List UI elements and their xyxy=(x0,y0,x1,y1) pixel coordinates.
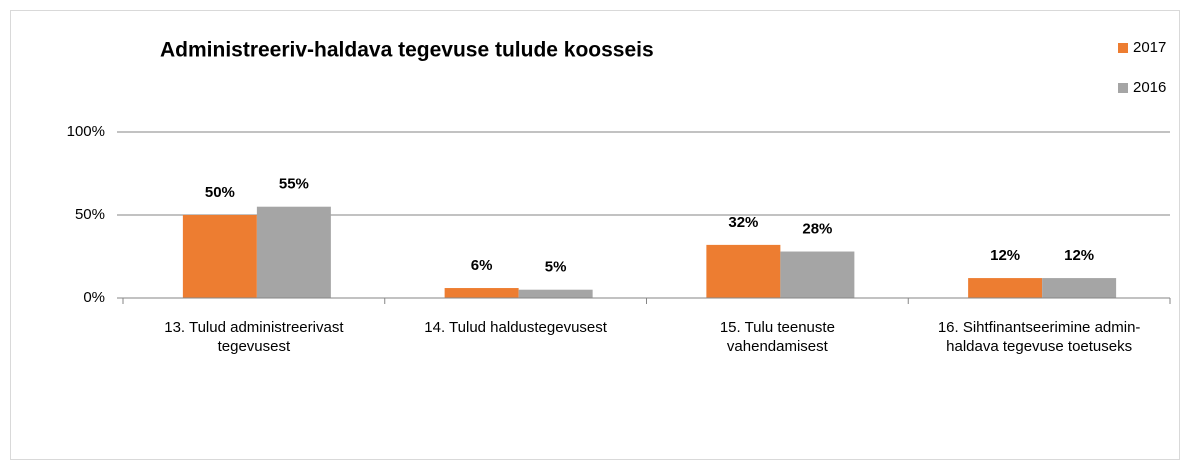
legend-label: 2017 xyxy=(1133,39,1166,56)
x-tick-label: 14. Tulud haldustegevusest xyxy=(424,319,607,336)
legend-label: 2016 xyxy=(1133,79,1166,96)
data-label: 55% xyxy=(279,176,309,193)
bar xyxy=(256,206,331,298)
x-tick-label: 16. Sihtfinantseerimine admin-haldava te… xyxy=(937,319,1141,355)
data-label: 12% xyxy=(1064,247,1094,264)
chart-title: Administreeriv-haldava tegevuse tulude k… xyxy=(160,39,654,62)
y-tick-label: 0% xyxy=(83,289,105,306)
bar xyxy=(706,244,781,298)
bar xyxy=(444,288,519,298)
bar xyxy=(182,215,257,298)
bar xyxy=(518,289,593,298)
data-label: 5% xyxy=(545,259,567,276)
y-tick-label: 100% xyxy=(67,123,105,140)
data-label: 6% xyxy=(471,257,493,274)
bar xyxy=(780,251,855,298)
legend-swatch xyxy=(1118,43,1128,53)
legend-swatch xyxy=(1118,83,1128,93)
data-label: 28% xyxy=(802,220,832,237)
x-tick-label: 13. Tulud administreerivast tegevusest xyxy=(164,319,344,355)
bar xyxy=(1042,278,1117,298)
data-label: 50% xyxy=(205,184,235,201)
y-tick-label: 50% xyxy=(75,206,105,223)
data-label: 32% xyxy=(728,214,758,231)
data-label: 12% xyxy=(990,247,1020,264)
bar xyxy=(968,278,1043,298)
x-tick-label: 15. Tulu teenuste vahendamisest xyxy=(719,319,835,355)
